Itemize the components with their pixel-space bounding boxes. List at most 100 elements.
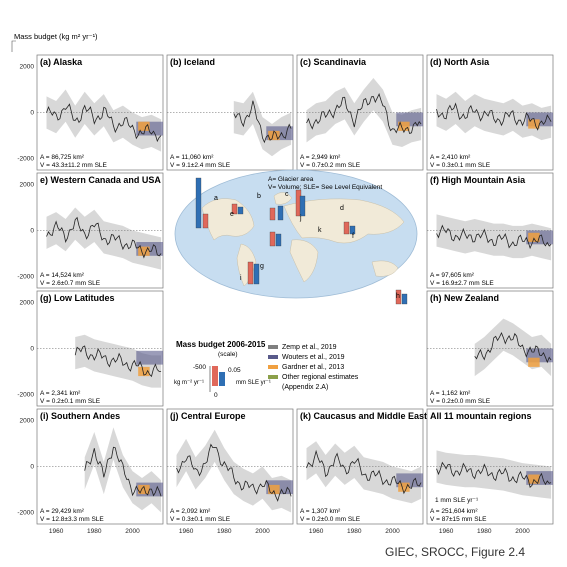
- uncertainty-band: [436, 450, 552, 499]
- sle-scale-note: 1 mm SLE yr⁻¹: [435, 497, 479, 504]
- map-region-letter: h: [396, 293, 400, 300]
- x-tick-label: 1960: [49, 528, 64, 535]
- gardner-estimate: [528, 119, 540, 129]
- map-bar: [401, 293, 408, 305]
- map-greenland: [273, 192, 293, 205]
- glacier-area: A = 2,092 km²: [170, 508, 211, 515]
- legend-entry-label: (Appendix 2.A): [282, 384, 328, 391]
- glacier-volume: V = 12.8±3.3 mm SLE: [40, 516, 104, 523]
- glacier-area: A = 97,605 km²: [430, 272, 475, 279]
- scale-unit-right: mm SLE yr⁻¹: [236, 380, 271, 386]
- panel-title: (a) Alaska: [40, 57, 83, 67]
- gardner-estimate: [398, 482, 410, 492]
- glacier-volume: V = 16.9±2.7 mm SLE: [430, 280, 494, 287]
- map-bar: [275, 233, 282, 247]
- world-map: A= Glacier area V= Volume; SLE= See Leve…: [174, 169, 418, 305]
- series-line: [306, 449, 422, 495]
- scale-zero-label: 0: [214, 392, 218, 399]
- gardner-estimate: [268, 130, 280, 141]
- gardner-estimate: [398, 121, 410, 131]
- series-line: [233, 100, 292, 144]
- panel-title: (d) North Asia: [430, 57, 490, 67]
- uncertainty-band: [436, 91, 552, 141]
- panel-title: (j) Central Europe: [170, 411, 246, 421]
- y-tick-label: -2000: [17, 510, 34, 517]
- uncertainty-band: [436, 214, 552, 261]
- map-bar: [269, 231, 276, 247]
- scale-top-label: -500: [193, 364, 206, 371]
- y-tick-label: 0: [30, 110, 34, 117]
- map-region-letter: e: [230, 211, 234, 218]
- uncertainty-band: [176, 429, 292, 513]
- y-label-bracket: [11, 40, 16, 52]
- glacier-area: A = 1,307 km²: [300, 508, 341, 515]
- series-line: [176, 443, 292, 502]
- y-axis-label: Mass budget (kg m² yr⁻¹): [14, 32, 98, 41]
- glacier-volume: V = 0.3±0.1 mm SLE: [170, 516, 231, 523]
- glacier-area: A = 2,410 km²: [430, 154, 471, 161]
- legend-entry-label: Zemp et al., 2019: [282, 344, 337, 351]
- legend: Mass budget 2006-2015 (scale) -500 0 0.0…: [174, 340, 359, 399]
- panel-title: (g) Low Latitudes: [40, 293, 115, 303]
- wouters-estimate: [136, 350, 163, 365]
- map-bar: [253, 263, 260, 285]
- map-eurasia: [283, 198, 405, 244]
- legend-entries: Zemp et al., 2019 Wouters et al., 2019 Gar…: [268, 344, 359, 391]
- map-bar: [247, 261, 254, 285]
- scale-bar-red: [212, 366, 218, 386]
- map-bar: [237, 206, 244, 215]
- figure-credit: GIEC, SROCC, Figure 2.4: [385, 545, 525, 559]
- panel-title: (k) Caucasus and Middle East: [300, 411, 427, 421]
- glacier-area: A = 2,341 km²: [40, 390, 81, 397]
- gardner-estimate: [138, 484, 150, 495]
- map-bar: [349, 225, 356, 235]
- legend-swatch: [268, 345, 278, 349]
- x-tick-label: 1960: [179, 528, 194, 535]
- uncertainty-band: [46, 89, 162, 152]
- map-bar: [299, 195, 306, 217]
- legend-entry-label: Wouters et al., 2019: [282, 354, 345, 361]
- x-tick-label: 2000: [385, 528, 400, 535]
- y-tick-label: 0: [30, 464, 34, 471]
- panel-caucasus: (k) Caucasus and Middle East A = 1,307 km…: [296, 408, 427, 535]
- x-tick-label: 1980: [217, 528, 232, 535]
- series-line: [84, 446, 162, 497]
- gardner-estimate: [138, 366, 150, 377]
- scale-unit-left: kg m⁻² yr⁻¹: [174, 380, 204, 386]
- gardner-estimate: [528, 357, 540, 367]
- map-africa: [289, 239, 319, 283]
- y-tick-label: 2000: [20, 418, 35, 425]
- panel-title: (b) Iceland: [170, 57, 215, 67]
- glacier-area: A = 251,604 km²: [430, 508, 478, 515]
- series-line: [474, 332, 552, 364]
- series-line: [74, 345, 162, 378]
- panel-title: e) Western Canada and USA: [40, 175, 161, 185]
- map-bar: [195, 177, 202, 229]
- gardner-estimate: [268, 484, 280, 495]
- legend-subtitle: (scale): [218, 351, 238, 358]
- y-tick-label: 0: [30, 346, 34, 353]
- uncertainty-band: [306, 78, 422, 147]
- y-tick-label: -2000: [17, 274, 34, 281]
- legend-swatch: [268, 375, 278, 379]
- map-australia: [371, 260, 399, 277]
- map-bar: [269, 207, 276, 221]
- glacier-area: A = 29,429 km²: [40, 508, 85, 515]
- x-tick-label: 1960: [309, 528, 324, 535]
- x-tick-label: 1980: [87, 528, 102, 535]
- x-tick-label: 2000: [255, 528, 270, 535]
- glacier-volume: V = 0.2±0.0 mm SLE: [430, 398, 491, 405]
- glacier-volume: V = 87±15 mm SLE: [430, 516, 487, 523]
- legend-swatch: [268, 365, 278, 369]
- panel-western-canada: e) Western Canada and USA A = 14,524 km²V…: [17, 172, 164, 289]
- map-bar: [202, 213, 209, 229]
- panel-all-regions: All 11 mountain regions A = 251,604 km²V …: [426, 408, 554, 535]
